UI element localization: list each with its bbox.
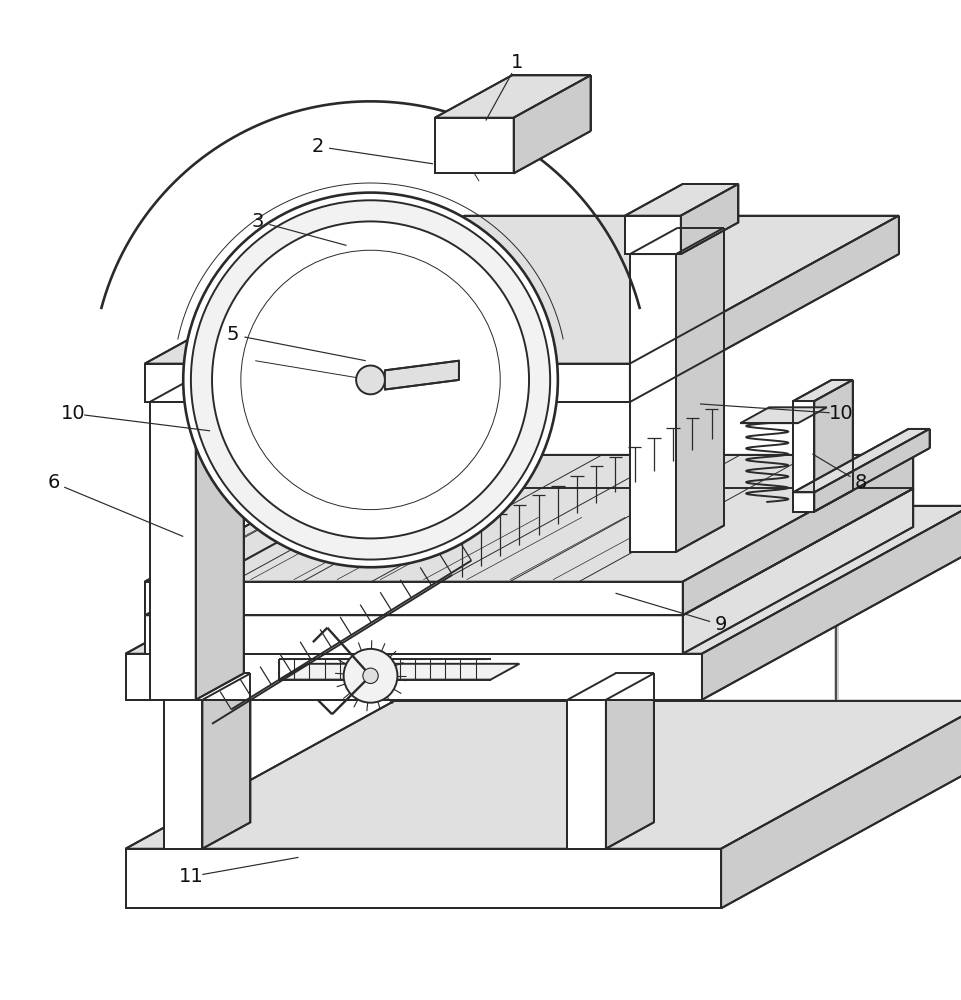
Polygon shape [126, 506, 961, 654]
Polygon shape [629, 254, 676, 552]
Circle shape [356, 366, 384, 394]
Polygon shape [513, 75, 590, 173]
Text: 1: 1 [511, 53, 523, 72]
Polygon shape [195, 364, 629, 402]
Polygon shape [813, 429, 928, 512]
Polygon shape [145, 332, 258, 364]
Polygon shape [145, 488, 912, 615]
Text: 3: 3 [252, 212, 264, 231]
Polygon shape [682, 455, 912, 615]
Circle shape [343, 649, 397, 703]
Polygon shape [682, 488, 912, 654]
Circle shape [240, 250, 500, 510]
Polygon shape [195, 376, 243, 700]
Polygon shape [813, 380, 851, 512]
Text: 6: 6 [47, 473, 60, 492]
Text: 2: 2 [311, 137, 324, 156]
Polygon shape [145, 364, 200, 402]
Polygon shape [126, 701, 961, 849]
Polygon shape [145, 615, 682, 654]
Polygon shape [163, 673, 250, 700]
Polygon shape [434, 118, 513, 173]
Polygon shape [149, 376, 243, 402]
Polygon shape [202, 673, 250, 849]
Polygon shape [149, 402, 195, 700]
Polygon shape [434, 75, 590, 118]
Polygon shape [702, 506, 961, 700]
Polygon shape [126, 654, 702, 700]
Circle shape [183, 193, 557, 567]
Polygon shape [793, 401, 813, 512]
Polygon shape [200, 332, 258, 402]
Text: 10: 10 [828, 404, 852, 423]
Polygon shape [567, 673, 653, 700]
Polygon shape [625, 216, 680, 254]
Circle shape [211, 221, 529, 538]
Polygon shape [605, 673, 653, 849]
Polygon shape [567, 700, 605, 849]
Text: 8: 8 [853, 473, 866, 492]
Polygon shape [163, 700, 202, 849]
Polygon shape [680, 184, 738, 254]
Polygon shape [629, 228, 724, 254]
Circle shape [362, 668, 378, 683]
Polygon shape [145, 455, 912, 582]
Text: 10: 10 [61, 404, 85, 423]
Text: 11: 11 [179, 867, 203, 886]
Text: 9: 9 [714, 615, 727, 634]
Polygon shape [145, 582, 682, 615]
Polygon shape [195, 216, 898, 364]
Polygon shape [629, 216, 898, 402]
Polygon shape [384, 361, 458, 390]
Polygon shape [793, 380, 851, 401]
Polygon shape [740, 407, 825, 423]
Polygon shape [793, 492, 813, 512]
Text: 5: 5 [227, 325, 239, 344]
Polygon shape [625, 184, 738, 216]
Circle shape [190, 200, 550, 560]
Polygon shape [721, 701, 961, 908]
Polygon shape [279, 664, 519, 680]
Polygon shape [793, 429, 928, 492]
Polygon shape [676, 228, 724, 552]
Polygon shape [126, 849, 721, 908]
